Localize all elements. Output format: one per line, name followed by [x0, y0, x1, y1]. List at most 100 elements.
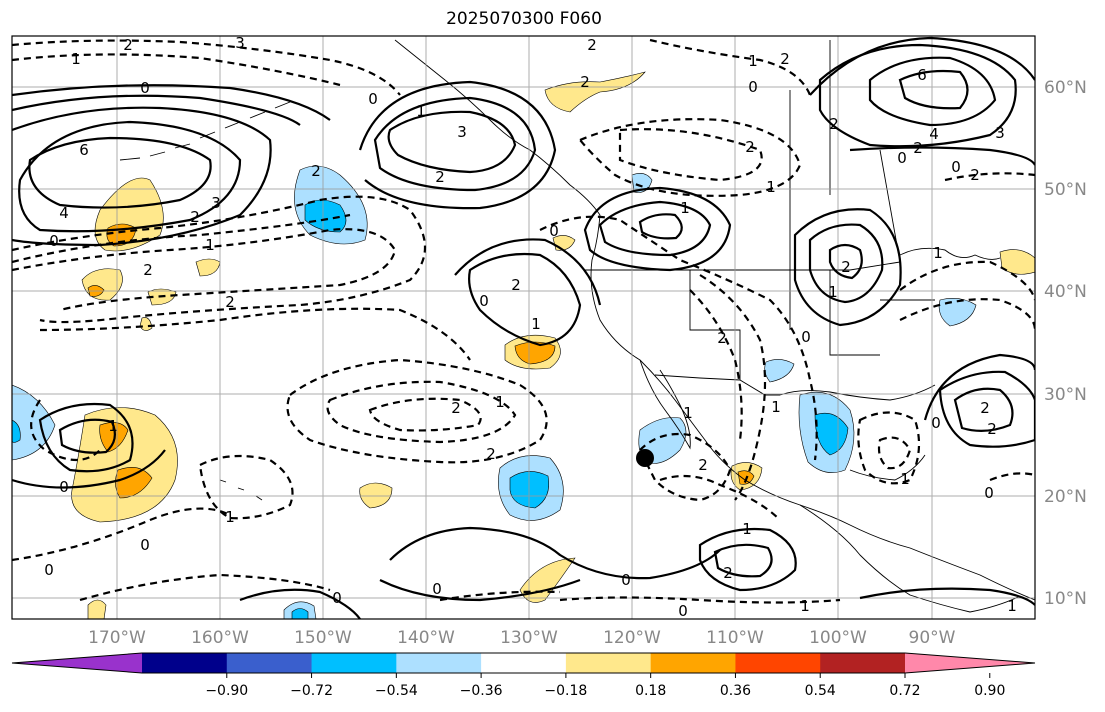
- alaska-coast: [394, 39, 601, 216]
- contour-label: 3: [995, 124, 1005, 142]
- lon-tick-label: 170°W: [88, 628, 146, 648]
- contour-label: 2: [225, 293, 235, 311]
- contour-label: 1: [800, 597, 810, 615]
- colorbar-tick-label: 0.36: [720, 683, 751, 699]
- great-lakes: [899, 247, 1001, 260]
- contour-label: 2: [511, 276, 521, 294]
- lat-tick-label: 30°N: [1044, 385, 1087, 405]
- contour-label: 3: [457, 123, 467, 141]
- shade-east-us-cool: [938, 298, 977, 327]
- shade-canada-cool: [631, 173, 653, 193]
- contour-label: 0: [44, 561, 54, 579]
- colorbar-outline: [11, 652, 1036, 674]
- latitude-axis: 60°N 50°N 40°N 30°N 20°N 10°N: [1044, 78, 1087, 609]
- contour-label: 0: [748, 78, 758, 96]
- contour-label: 2: [841, 258, 851, 276]
- contour-label: 1: [205, 236, 215, 254]
- contour-label: 1: [683, 404, 693, 422]
- contour-label: 6: [917, 66, 927, 84]
- state-lines: [689, 230, 935, 380]
- contour-label: 0: [951, 158, 961, 176]
- colorbar-tick-label: −0.72: [290, 683, 333, 699]
- contour-label: 2: [143, 261, 153, 279]
- contour-label: 1: [71, 50, 81, 68]
- colorbar-tick-label: −0.36: [460, 683, 503, 699]
- contour-label: 0: [140, 79, 150, 97]
- contour-label: 1: [1007, 597, 1017, 615]
- colorbar-segment: [735, 653, 821, 673]
- lon-tick-label: 120°W: [603, 628, 661, 648]
- contour-label: 2: [435, 168, 445, 186]
- colorbar-segment: [565, 653, 652, 673]
- contour-label: 0: [479, 292, 489, 310]
- colorbar-segment: [396, 653, 482, 673]
- contour-label: 2: [829, 115, 839, 133]
- shade-central-pacific-warm-core-2: [115, 467, 153, 499]
- contour-label: 4: [929, 125, 939, 143]
- lon-tick-label: 150°W: [294, 628, 352, 648]
- contour-label: 0: [59, 478, 69, 496]
- contour-label: 1: [828, 283, 838, 301]
- colorbar-tick-label: −0.90: [205, 683, 248, 699]
- colorbar-segment: [142, 653, 228, 673]
- lon-tick-label: 100°W: [809, 628, 867, 648]
- contour-label: 1: [416, 102, 426, 120]
- north-america-west-coast: [590, 214, 1035, 601]
- contour-label: 2: [970, 166, 980, 184]
- contour-label: 2: [698, 456, 708, 474]
- contour-label: 0: [931, 414, 941, 432]
- colorbar-segment: [820, 653, 906, 673]
- positive-contours: [12, 36, 1035, 619]
- colorbar: −0.90 −0.72 −0.54 −0.36 −0.18 0.18 0.36 0.54 0.7…: [11, 652, 1036, 699]
- contour-label: 1: [680, 199, 690, 217]
- lat-tick-label: 60°N: [1044, 78, 1087, 98]
- contour-labels: 1 2 3 0 6 3 4 0 2 2 2 1 2 3 0 2 1 0 2 1 …: [44, 34, 1017, 619]
- lat-tick-label: 50°N: [1044, 180, 1087, 200]
- lon-tick-label: 90°W: [909, 628, 956, 648]
- contour-label: 2: [451, 399, 461, 417]
- contour-label: 6: [79, 141, 89, 159]
- contour-label: 2: [486, 445, 496, 463]
- contour-label: 2: [723, 564, 733, 582]
- contour-label: 2: [717, 329, 727, 347]
- contour-label: 2: [587, 36, 597, 54]
- map-panel: [12, 36, 1035, 619]
- contour-label: 1: [225, 508, 235, 526]
- contour-label: 2: [980, 399, 990, 417]
- lat-tick-label: 40°N: [1044, 282, 1087, 302]
- contour-label: 3: [211, 194, 221, 212]
- colorbar-segment: [226, 653, 313, 673]
- lon-tick-label: 140°W: [397, 628, 455, 648]
- contour-label: 3: [235, 34, 245, 52]
- shade-west-pacific-cool: [12, 384, 56, 461]
- colorbar-tick-label: 0.72: [889, 683, 920, 699]
- contour-label: 0: [549, 222, 559, 240]
- shade-bottom-cool-core: [291, 608, 309, 619]
- contour-label: 0: [801, 328, 811, 346]
- storm-position-marker: [636, 449, 654, 467]
- shade-canada-east-warm: [999, 249, 1035, 275]
- shade-bottom-warm: [87, 599, 107, 619]
- contour-label: 0: [432, 580, 442, 598]
- contour-label: 1: [771, 398, 781, 416]
- contour-label: 1: [748, 52, 758, 70]
- contour-label: 2: [580, 73, 590, 91]
- contour-label: 2: [913, 139, 923, 157]
- central-america-coast: [799, 504, 1021, 613]
- contour-label: 0: [140, 536, 150, 554]
- shade-small-warm-3: [139, 317, 153, 331]
- shade-bering-warm: [544, 71, 646, 113]
- contour-label: 2: [123, 36, 133, 54]
- colorbar-segment: [311, 653, 397, 673]
- colorbar-segment: [650, 653, 736, 673]
- colorbar-extend-max: [905, 653, 1035, 673]
- contour-label: 1: [900, 470, 910, 488]
- lon-tick-label: 160°W: [191, 628, 249, 648]
- contour-label: 2: [190, 208, 200, 226]
- contour-label: 1: [933, 244, 943, 262]
- contour-label: 0: [897, 149, 907, 167]
- contour-label: 0: [621, 571, 631, 589]
- contour-label: 1: [108, 417, 118, 435]
- contour-label: 1: [531, 315, 541, 333]
